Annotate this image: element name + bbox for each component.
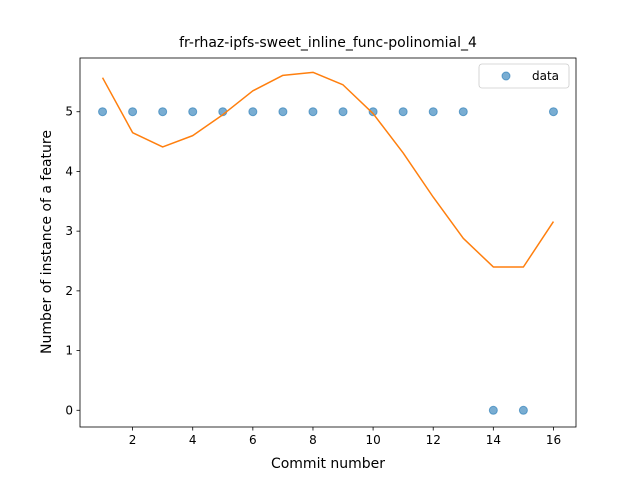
data-point — [518, 405, 528, 415]
data-point — [488, 405, 498, 415]
y-tick-label: 1 — [65, 344, 73, 358]
y-tick-label: 5 — [65, 105, 73, 119]
y-tick-label: 3 — [65, 224, 73, 238]
axes-frame — [79, 57, 577, 428]
plot-layer — [98, 71, 558, 415]
data-point — [428, 107, 438, 117]
x-tick-label: 2 — [129, 433, 137, 447]
x-tick-label: 8 — [309, 433, 317, 447]
legend-marker — [501, 71, 511, 81]
x-tick-label: 4 — [189, 433, 197, 447]
data-point — [248, 107, 258, 117]
x-tick-label: 6 — [249, 433, 257, 447]
data-point — [548, 107, 558, 117]
series-line-1 — [101, 71, 555, 268]
x-tick-label: 12 — [426, 433, 441, 447]
legend-label: data — [532, 69, 559, 83]
data-point — [368, 107, 378, 117]
data-point — [128, 107, 138, 117]
legend: data — [478, 63, 570, 89]
data-point — [278, 107, 288, 117]
data-point — [188, 107, 198, 117]
data-point — [398, 107, 408, 117]
data-point — [98, 107, 108, 117]
legend-box — [478, 63, 570, 89]
data-point — [308, 107, 318, 117]
y-tick-label: 0 — [65, 403, 73, 417]
data-point — [458, 107, 468, 117]
chart-title: fr-rhaz-ipfs-sweet_inline_func-polinomia… — [179, 35, 477, 51]
plot-marks — [98, 71, 558, 415]
y-tick-label: 2 — [65, 284, 73, 298]
data-point — [338, 107, 348, 117]
x-axis-label: Commit number — [271, 456, 385, 472]
y-axis-label: Number of instance of a feature — [39, 130, 55, 354]
x-tick-label: 14 — [486, 433, 501, 447]
x-tick-label: 10 — [365, 433, 380, 447]
x-tick-label: 16 — [546, 433, 561, 447]
data-point — [158, 107, 168, 117]
y-tick-label: 4 — [65, 164, 73, 178]
